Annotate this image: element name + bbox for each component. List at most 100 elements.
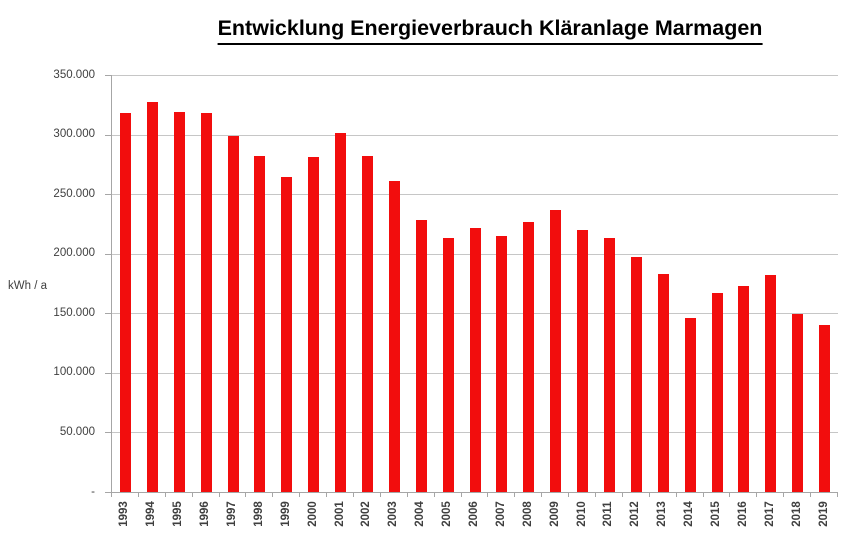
y-axis-tick	[105, 194, 112, 196]
x-tick-label-2002: 2002	[360, 501, 373, 527]
x-tick-label-1998: 1998	[252, 501, 265, 527]
x-axis-tick	[837, 492, 838, 497]
x-axis-tick	[783, 492, 785, 497]
x-tick-label-2008: 2008	[521, 501, 534, 527]
x-axis-tick	[111, 492, 112, 497]
bar-1993	[119, 113, 131, 492]
x-axis-labels: 1993 1994 1995 1996 1997 1998 1999 2000 2001 2002…	[111, 492, 837, 537]
bar-2015	[711, 293, 723, 492]
bar-2008	[523, 221, 535, 492]
bar-1998	[254, 156, 266, 492]
bar-2016	[738, 285, 750, 492]
x-axis-tick	[460, 492, 462, 497]
bar-2013	[657, 273, 669, 492]
x-tick-label-1997: 1997	[226, 501, 238, 527]
x-axis-ticks	[111, 492, 838, 498]
chart-title-text: Entwicklung Energieverbrauch Kläranlage …	[217, 16, 763, 45]
x-axis-tick	[702, 492, 704, 497]
bar-2018	[792, 314, 804, 492]
x-tick-label-1994: 1994	[145, 501, 158, 527]
y-tick-label: 300.000	[53, 128, 95, 141]
x-axis-tick	[137, 492, 139, 497]
gridline	[112, 194, 838, 196]
bar-2011	[603, 238, 615, 492]
bar-2019	[819, 325, 831, 492]
x-axis-tick	[272, 492, 274, 497]
x-axis-tick	[433, 492, 435, 497]
x-tick-label-2000: 2000	[306, 501, 319, 527]
y-axis-tick	[105, 134, 112, 136]
bar-2010	[577, 229, 589, 492]
y-tick-label: 150.000	[53, 306, 95, 319]
x-axis-tick	[218, 492, 220, 497]
x-axis-tick	[379, 492, 381, 497]
y-axis-unit-label: kWh / a	[8, 280, 47, 292]
x-tick-label-2017: 2017	[763, 501, 776, 527]
x-axis-tick	[595, 492, 596, 497]
y-axis-tick	[105, 492, 112, 493]
x-tick-label-2009: 2009	[548, 501, 561, 527]
y-axis-tick	[105, 372, 112, 374]
x-tick-label-2003: 2003	[387, 501, 400, 527]
x-axis-tick	[406, 492, 408, 497]
bar-2006	[469, 227, 481, 492]
x-axis-tick	[568, 492, 570, 497]
bar-2014	[684, 318, 696, 492]
y-axis-tick	[105, 313, 112, 315]
x-tick-label-2014: 2014	[683, 501, 696, 527]
bar-2017	[765, 275, 777, 492]
y-axis-tick	[105, 75, 112, 76]
y-axis-tick	[105, 432, 112, 434]
bar-1994	[146, 102, 158, 492]
x-tick-label-1996: 1996	[199, 501, 212, 527]
x-axis-tick	[487, 492, 489, 497]
gridline	[112, 75, 838, 76]
x-tick-label-2012: 2012	[629, 501, 642, 527]
x-tick-label-2018: 2018	[790, 501, 803, 527]
x-tick-label-2004: 2004	[414, 501, 427, 527]
x-axis-tick	[299, 492, 301, 497]
bar-2007	[496, 235, 508, 492]
bar-2000	[308, 157, 320, 492]
bar-1997	[227, 135, 239, 492]
bar-1999	[281, 177, 293, 492]
x-axis-tick	[164, 492, 166, 497]
x-axis-tick	[810, 492, 812, 497]
x-tick-label-1995: 1995	[172, 501, 185, 527]
y-tick-label: 350.000	[53, 68, 95, 81]
x-axis-tick	[621, 492, 623, 497]
bar-2009	[550, 209, 562, 492]
bar-2002	[361, 156, 373, 492]
x-axis-tick	[326, 492, 328, 497]
y-axis-labels: 350.000 300.000 250.000 200.000 150.000 100.0…	[0, 0, 95, 498]
x-tick-label-2010: 2010	[575, 501, 588, 527]
plot-area	[111, 75, 838, 493]
x-tick-label-2019: 2019	[817, 501, 830, 527]
y-tick-label: -	[91, 485, 95, 498]
chart-title: Entwicklung Energieverbrauch Kläranlage …	[217, 16, 763, 45]
x-axis-tick	[675, 492, 677, 497]
y-tick-label: 50.000	[59, 425, 95, 438]
x-tick-label-2001: 2001	[333, 501, 346, 527]
x-axis-tick	[191, 492, 193, 497]
gridline	[112, 134, 838, 136]
x-axis-tick	[514, 492, 516, 497]
x-tick-label-2015: 2015	[710, 501, 722, 527]
bar-1995	[173, 111, 185, 492]
x-axis-tick	[353, 492, 354, 497]
bar-2012	[630, 257, 642, 492]
x-tick-label-2013: 2013	[656, 501, 669, 527]
bar-2003	[388, 181, 400, 492]
bar-1996	[200, 113, 212, 492]
bar-2005	[442, 238, 454, 492]
x-tick-label-1993: 1993	[118, 501, 131, 527]
x-axis-tick	[729, 492, 731, 497]
x-axis-tick	[756, 492, 758, 497]
y-tick-label: 100.000	[53, 366, 95, 379]
x-tick-label-2005: 2005	[441, 501, 454, 527]
x-tick-label-2016: 2016	[736, 501, 749, 527]
x-axis-tick	[541, 492, 543, 497]
x-tick-label-2007: 2007	[494, 501, 507, 527]
y-tick-label: 250.000	[53, 187, 95, 200]
